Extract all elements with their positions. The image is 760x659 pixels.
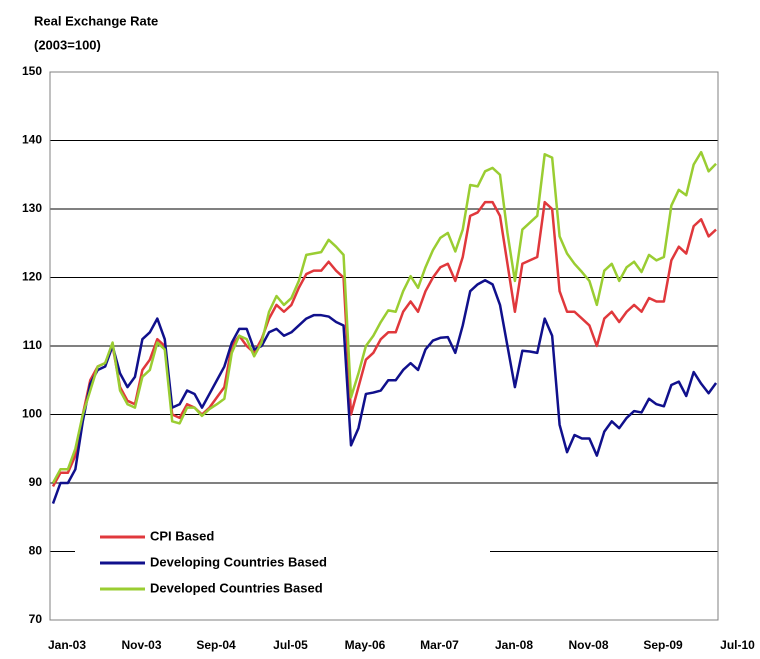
chart-title: Real Exchange Rate [34, 13, 158, 28]
x-tick-label: Nov-03 [121, 638, 161, 652]
x-tick-label: Nov-08 [568, 638, 608, 652]
legend-label: Developing Countries Based [150, 554, 327, 569]
series-line [51, 200, 717, 488]
chart-subtitle: (2003=100) [34, 37, 101, 52]
x-tick-label: Sep-09 [643, 638, 683, 652]
x-tick-label: Mar-07 [420, 638, 459, 652]
y-tick-label: 140 [22, 133, 42, 147]
y-tick-label: 100 [22, 407, 42, 421]
y-tick-label: 80 [29, 544, 43, 558]
plot-frame [49, 71, 719, 621]
x-tick-label: Jan-03 [48, 638, 86, 652]
y-tick-label: 90 [29, 475, 43, 489]
x-tick-label: Jan-08 [495, 638, 533, 652]
series-line [51, 278, 718, 504]
y-tick-label: 120 [22, 270, 42, 284]
y-tick-label: 70 [29, 612, 43, 626]
x-tick-label: May-06 [345, 638, 386, 652]
y-tick-label: 150 [22, 64, 42, 78]
legend-label: CPI Based [150, 528, 214, 543]
x-tick-label: Jul-05 [273, 638, 308, 652]
legend-label: Developed Countries Based [150, 580, 323, 595]
x-tick-label: Sep-04 [196, 638, 236, 652]
x-tick-label: Jul-10 [720, 638, 755, 652]
y-tick-label: 130 [22, 201, 42, 215]
series-line [51, 150, 717, 484]
y-tick-label: 110 [23, 338, 43, 352]
